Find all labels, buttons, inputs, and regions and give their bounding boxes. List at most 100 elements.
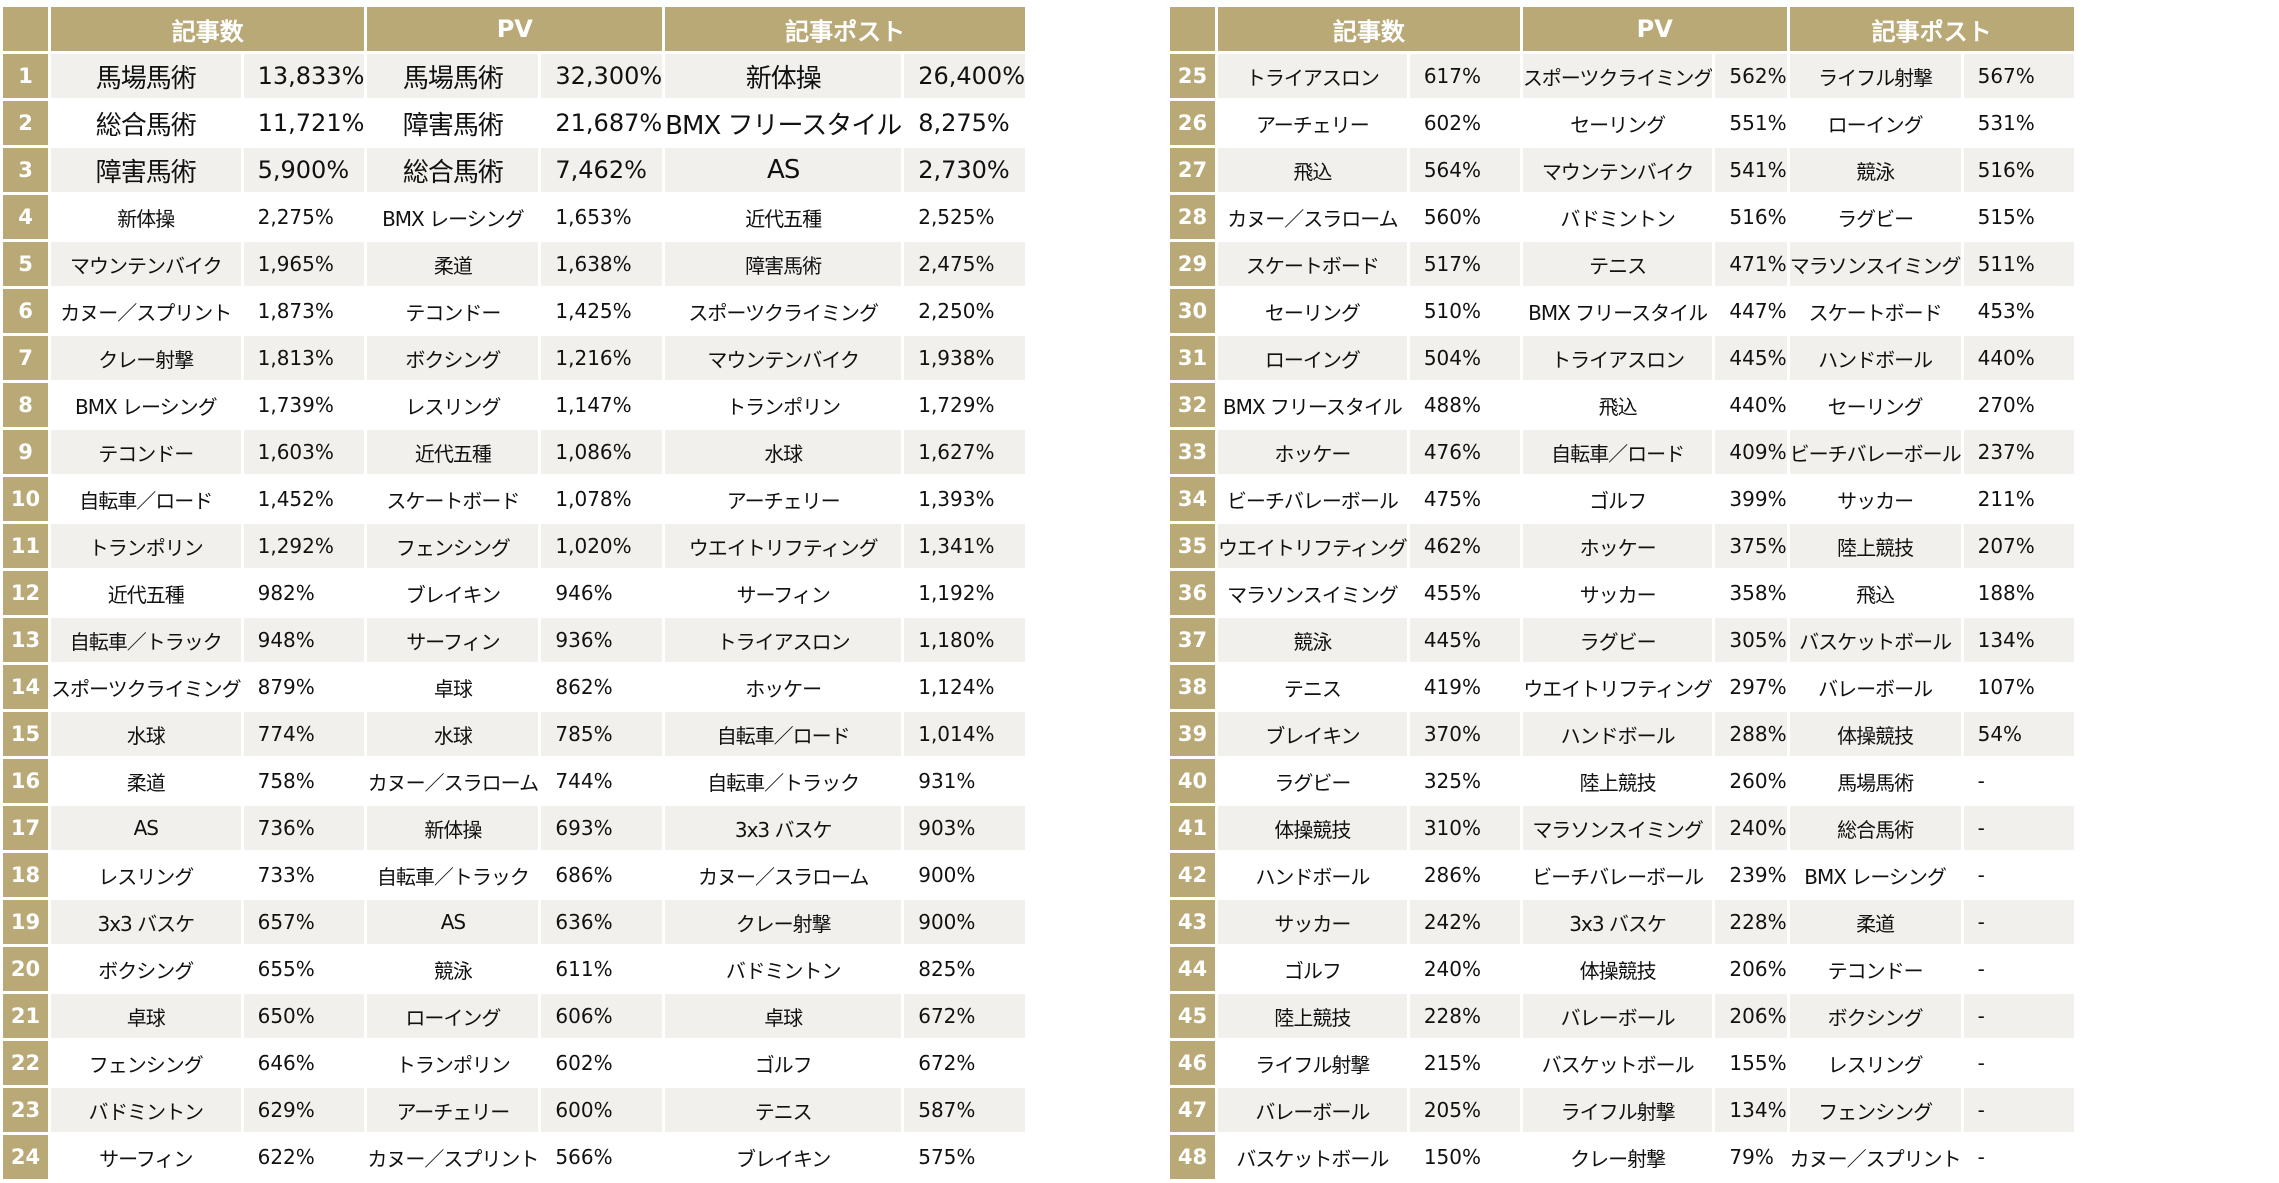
articles-sport: スケートボード [1218, 242, 1407, 286]
pv-sport: カヌー／スプリント [367, 1135, 539, 1179]
posts-value: 1,393% [904, 477, 1025, 521]
table-row: 20 ボクシング 655% 競泳 611% バドミントン 825% [3, 947, 1025, 991]
header-posts: 記事ポスト [1789, 7, 2074, 51]
articles-sport: ホッケー [1218, 430, 1407, 474]
posts-value: 453% [1963, 289, 2074, 333]
header-corner [3, 7, 48, 51]
posts-sport: 卓球 [665, 994, 902, 1038]
pv-sport: ボクシング [367, 336, 539, 380]
table-row: 6 カヌー／スプリント 1,873% テコンドー 1,425% スポーツクライミング 2,2… [3, 289, 1025, 333]
rank-number: 30 [1170, 289, 1215, 333]
rank-number: 29 [1170, 242, 1215, 286]
pv-sport: 飛込 [1522, 383, 1713, 427]
posts-value: 134% [1963, 618, 2074, 662]
pv-value: 134% [1715, 1088, 1787, 1132]
table-row: 36 マラソンスイミング 455% サッカー 358% 飛込 188% [1170, 571, 2074, 615]
posts-value: 516% [1963, 148, 2074, 192]
pv-sport: アーチェリー [367, 1088, 539, 1132]
posts-value: 54% [1963, 712, 2074, 756]
pv-sport: フェンシング [367, 524, 539, 568]
table-row: 38 テニス 419% ウエイトリフティング 297% バレーボール 107% [1170, 665, 2074, 709]
posts-sport: 競泳 [1789, 148, 1961, 192]
articles-sport: カヌー／スプリント [51, 289, 241, 333]
posts-value: 1,180% [904, 618, 1025, 662]
articles-sport: 自転車／トラック [51, 618, 241, 662]
articles-value: 445% [1409, 618, 1520, 662]
posts-value: 1,341% [904, 524, 1025, 568]
posts-sport: 自転車／トラック [665, 759, 902, 803]
posts-sport: セーリング [1789, 383, 1961, 427]
posts-sport: 馬場馬術 [1789, 759, 1961, 803]
rank-number: 37 [1170, 618, 1215, 662]
articles-value: 655% [243, 947, 365, 991]
posts-value: 1,729% [904, 383, 1025, 427]
pv-sport: 総合馬術 [367, 148, 539, 192]
rank-number: 44 [1170, 947, 1215, 991]
articles-sport: テコンドー [51, 430, 241, 474]
articles-sport: トライアスロン [1218, 54, 1407, 98]
articles-sport: レスリング [51, 853, 241, 897]
articles-sport: 総合馬術 [51, 101, 241, 145]
pv-sport: 柔道 [367, 242, 539, 286]
table-row: 28 カヌー／スラローム 560% バドミントン 516% ラグビー 515% [1170, 195, 2074, 239]
pv-value: 744% [541, 759, 663, 803]
table-row: 17 AS 736% 新体操 693% 3x3 バスケ 903% [3, 806, 1025, 850]
posts-sport: 新体操 [665, 54, 902, 98]
posts-value: 2,525% [904, 195, 1025, 239]
articles-sport: ローイング [1218, 336, 1407, 380]
pv-value: 1,425% [541, 289, 663, 333]
articles-sport: 自転車／ロード [51, 477, 241, 521]
pv-sport: レスリング [367, 383, 539, 427]
articles-value: 419% [1409, 665, 1520, 709]
posts-sport: レスリング [1789, 1041, 1961, 1085]
posts-sport: AS [665, 148, 902, 192]
rank-number: 48 [1170, 1135, 1215, 1179]
pv-value: 636% [541, 900, 663, 944]
table-row: 19 3x3 バスケ 657% AS 636% クレー射撃 900% [3, 900, 1025, 944]
articles-value: 242% [1409, 900, 1520, 944]
pv-sport: ホッケー [1522, 524, 1713, 568]
pv-value: 471% [1715, 242, 1787, 286]
rank-number: 5 [3, 242, 48, 286]
posts-sport: 陸上競技 [1789, 524, 1961, 568]
rank-number: 2 [3, 101, 48, 145]
rank-number: 20 [3, 947, 48, 991]
articles-value: 617% [1409, 54, 1520, 98]
rank-number: 18 [3, 853, 48, 897]
pv-sport: 馬場馬術 [367, 54, 539, 98]
table-row: 4 新体操 2,275% BMX レーシング 1,653% 近代五種 2,525% [3, 195, 1025, 239]
posts-sport: 自転車／ロード [665, 712, 902, 756]
posts-sport: 体操競技 [1789, 712, 1961, 756]
posts-value: - [1963, 994, 2074, 1038]
articles-sport: サッカー [1218, 900, 1407, 944]
pv-sport: バスケットボール [1522, 1041, 1713, 1085]
pv-sport: 3x3 バスケ [1522, 900, 1713, 944]
table-row: 21 卓球 650% ローイング 606% 卓球 672% [3, 994, 1025, 1038]
posts-value: 270% [1963, 383, 2074, 427]
posts-value: - [1963, 806, 2074, 850]
articles-sport: 卓球 [51, 994, 241, 1038]
table-row: 43 サッカー 242% 3x3 バスケ 228% 柔道 - [1170, 900, 2074, 944]
articles-value: 650% [243, 994, 365, 1038]
table-row: 1 馬場馬術 13,833% 馬場馬術 32,300% 新体操 26,400% [3, 54, 1025, 98]
header-pv: PV [367, 7, 663, 51]
rank-number: 16 [3, 759, 48, 803]
posts-value: - [1963, 900, 2074, 944]
pv-value: 946% [541, 571, 663, 615]
articles-value: 646% [243, 1041, 365, 1085]
articles-sport: スポーツクライミング [51, 665, 241, 709]
table-row: 22 フェンシング 646% トランポリン 602% ゴルフ 672% [3, 1041, 1025, 1085]
rank-number: 33 [1170, 430, 1215, 474]
rank-number: 15 [3, 712, 48, 756]
posts-value: 188% [1963, 571, 2074, 615]
rank-number: 46 [1170, 1041, 1215, 1085]
pv-value: 606% [541, 994, 663, 1038]
table-row: 2 総合馬術 11,721% 障害馬術 21,687% BMX フリースタイル 8,275% [3, 101, 1025, 145]
articles-sport: バドミントン [51, 1088, 241, 1132]
pv-value: 375% [1715, 524, 1787, 568]
posts-sport: テコンドー [1789, 947, 1961, 991]
posts-value: 672% [904, 994, 1025, 1038]
pv-sport: BMX フリースタイル [1522, 289, 1713, 333]
articles-sport: ビーチバレーボール [1218, 477, 1407, 521]
articles-sport: トランポリン [51, 524, 241, 568]
